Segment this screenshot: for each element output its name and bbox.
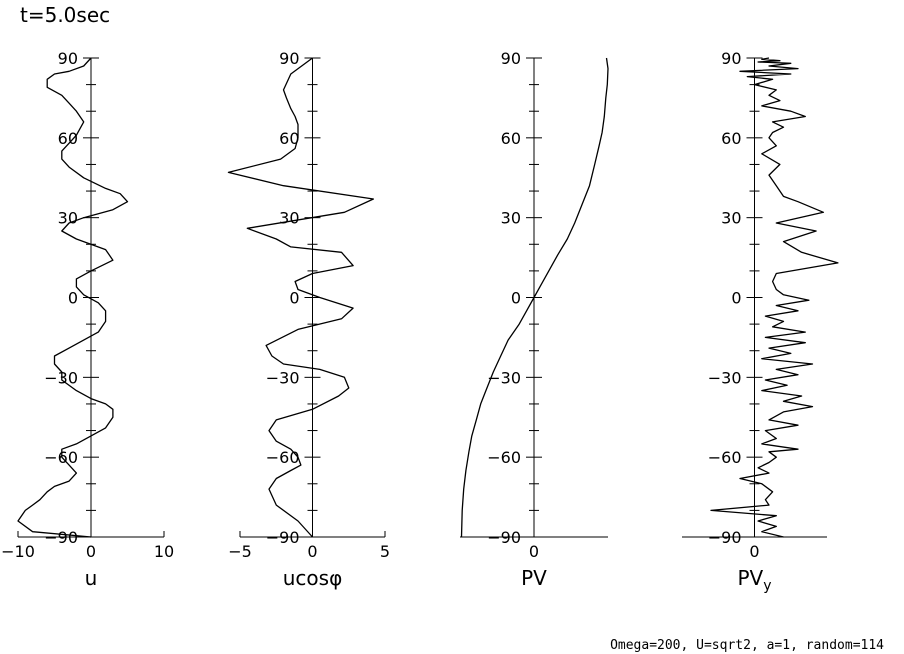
x-axis-label: PV [521, 566, 547, 590]
footer-parameters: Omega=200, U=sqrt2, a=1, random=114 [610, 638, 884, 653]
y-tick-label: −90 [487, 528, 521, 547]
y-tick-label: −60 [266, 448, 300, 467]
series-line [17, 57, 129, 538]
x-tick-label: 0 [749, 542, 759, 561]
time-label: t=5.0sec [20, 3, 111, 27]
x-axis-label: u [85, 566, 98, 590]
y-tick-label: 60 [501, 129, 521, 148]
y-tick-label: 60 [58, 129, 78, 148]
y-tick-label: −30 [266, 368, 300, 387]
series-line [460, 57, 609, 538]
x-axis-label: PVy [737, 566, 771, 594]
y-tick-label: −90 [44, 528, 78, 547]
y-tick-label: 90 [279, 49, 299, 68]
x-tick-label: 10 [154, 542, 174, 561]
y-tick-label: −30 [44, 368, 78, 387]
y-tick-label: −60 [44, 448, 78, 467]
y-tick-label: 0 [511, 289, 521, 308]
y-tick-label: −60 [487, 448, 521, 467]
y-tick-label: 0 [68, 289, 78, 308]
x-axis-label: ucosφ [283, 566, 343, 590]
panel-4: −90 −60 −30 0 30 60 90 0 PVy [682, 49, 839, 594]
y-tick-label: 0 [731, 289, 741, 308]
y-tick-label: −30 [487, 368, 521, 387]
y-tick-label: 30 [501, 209, 521, 228]
y-tick-label: 0 [289, 289, 299, 308]
y-tick-label: −90 [266, 528, 300, 547]
y-tick-label: −30 [708, 368, 742, 387]
panel-1: −90 −60 −30 0 30 60 90 −10 0 10 u [1, 49, 174, 590]
x-tick-label: −10 [1, 542, 35, 561]
y-tick-label: 90 [721, 49, 741, 68]
x-tick-label: 0 [529, 542, 539, 561]
x-tick-label: 0 [307, 542, 317, 561]
y-tick-label: 90 [501, 49, 521, 68]
y-tick-label: 30 [58, 209, 78, 228]
series-line [710, 57, 839, 538]
y-tick-label: 30 [279, 209, 299, 228]
panel-3: −90 −60 −30 0 30 60 90 0 PV [460, 49, 609, 590]
x-tick-label: 5 [380, 542, 390, 561]
series-line [227, 57, 375, 538]
y-tick-label: 30 [721, 209, 741, 228]
y-tick-label: −90 [708, 528, 742, 547]
x-tick-label: 0 [86, 542, 96, 561]
y-tick-label: 90 [58, 49, 78, 68]
y-tick-label: −60 [708, 448, 742, 467]
x-tick-label: −5 [228, 542, 252, 561]
y-tick-label: 60 [279, 129, 299, 148]
panel-2: −90 −60 −30 0 30 60 90 −5 0 5 ucosφ [227, 49, 390, 590]
y-tick-label: 60 [721, 129, 741, 148]
